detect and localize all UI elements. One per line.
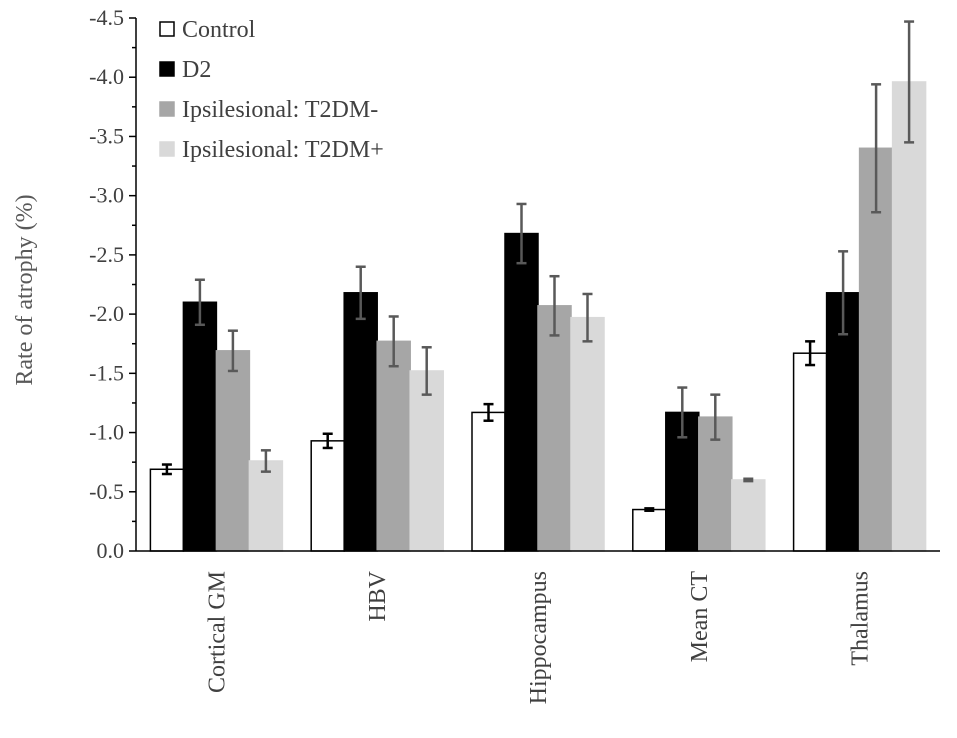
- bar: [149, 468, 185, 552]
- y-tick-label: -1.0: [89, 420, 124, 445]
- y-tick-label: -4.5: [89, 5, 124, 30]
- category-label: Thalamus: [848, 571, 874, 666]
- category-label: Hippocampus: [526, 571, 552, 704]
- legend-swatch: [159, 21, 175, 37]
- bar: [376, 340, 411, 552]
- y-tick-label: -4.0: [89, 64, 124, 89]
- bar: [632, 508, 667, 552]
- y-axis: 0.0 -0.5 -1.0 -1.5 -2.0 -2.5 -3.0 -3.5 -4.0 -4.5: [89, 5, 137, 563]
- legend-swatch: [159, 61, 175, 77]
- y-tick-label: -3.5: [89, 123, 124, 148]
- category-label: Cortical GM: [204, 571, 230, 693]
- bar: [570, 316, 605, 552]
- y-axis-label: Rate of atrophy (%): [12, 194, 38, 385]
- category-label: Mean CT: [687, 571, 713, 663]
- error-bars: [161, 20, 915, 512]
- y-tick-label: -2.0: [89, 301, 124, 326]
- bar: [409, 370, 444, 552]
- bar: [891, 81, 927, 552]
- legend: Control D2 Ipsilesional: T2DM- Ipsilesional…: [159, 17, 384, 163]
- legend-swatch: [159, 141, 175, 157]
- bars: [149, 81, 927, 552]
- y-tick-label: -1.5: [89, 360, 124, 385]
- bar: [215, 350, 251, 552]
- legend-label: D2: [182, 57, 211, 83]
- bar: [248, 460, 284, 552]
- legend-label: Ipsilesional: T2DM+: [182, 137, 384, 163]
- bar: [537, 305, 572, 552]
- bar: [182, 301, 218, 552]
- legend-label: Control: [182, 17, 256, 43]
- bar: [471, 411, 506, 552]
- bar: [310, 440, 345, 552]
- bar: [792, 352, 828, 552]
- y-tick-label: -2.5: [89, 242, 124, 267]
- y-tick-label: 0.0: [97, 538, 125, 563]
- bar: [731, 479, 766, 552]
- bar: [504, 232, 539, 552]
- x-axis: Cortical GM HBV Hippocampus Mean CT Thalamus: [136, 550, 940, 704]
- y-tick-label: -0.5: [89, 479, 124, 504]
- category-label: HBV: [365, 570, 391, 621]
- legend-swatch: [159, 101, 175, 117]
- y-tick-label: -3.0: [89, 183, 124, 208]
- bar: [343, 292, 378, 552]
- bar: [825, 292, 861, 552]
- legend-label: Ipsilesional: T2DM-: [182, 97, 378, 123]
